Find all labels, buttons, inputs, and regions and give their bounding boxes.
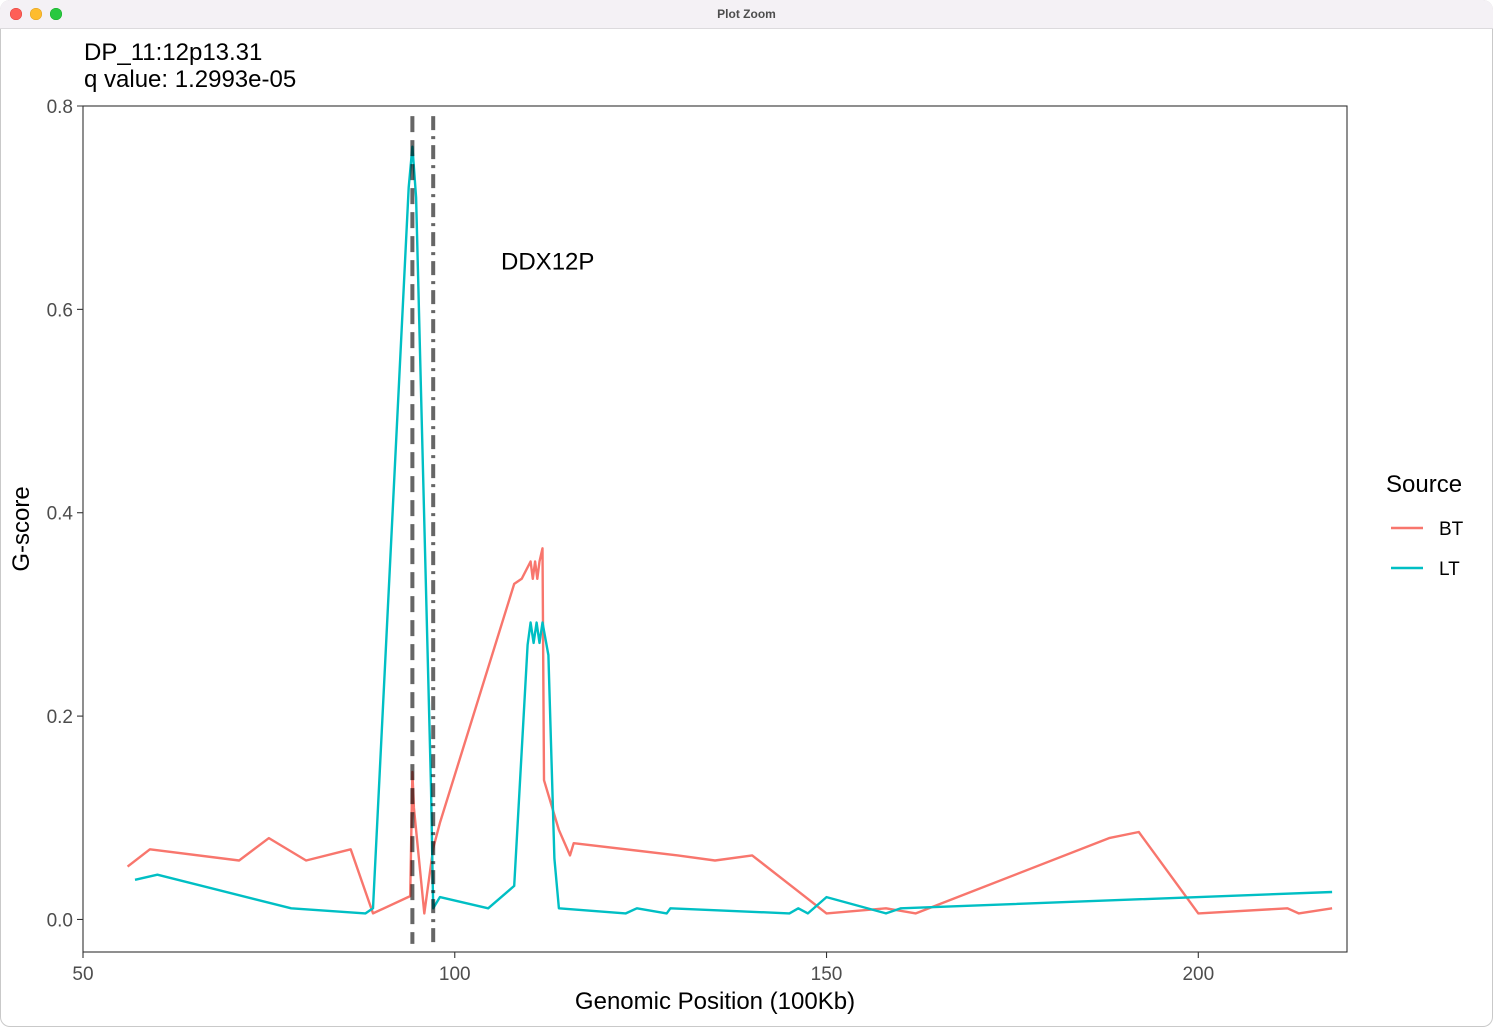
y-axis-label: G-score bbox=[8, 486, 35, 571]
legend-label-bt: BT bbox=[1439, 519, 1464, 540]
window-title: Plot Zoom bbox=[717, 7, 776, 21]
close-window-button[interactable] bbox=[10, 8, 22, 20]
vertical-lines-layer bbox=[410, 116, 436, 944]
plot-panel-border bbox=[82, 105, 1348, 953]
chart-subtitle: q value: 1.2993e-05 bbox=[84, 66, 296, 93]
y-tick-label: 0.0 bbox=[47, 910, 73, 931]
minimize-window-button[interactable] bbox=[30, 8, 42, 20]
legend-items: BT LT bbox=[1391, 519, 1464, 580]
series-layer bbox=[126, 145, 1333, 915]
y-tick-label: 0.8 bbox=[47, 97, 73, 118]
legend: Source BT LT bbox=[1386, 471, 1464, 580]
y-tick-label: 0.6 bbox=[47, 300, 73, 321]
series-line-bt bbox=[126, 547, 1333, 915]
x-axis-ticks: 50 100 150 200 bbox=[72, 952, 1214, 985]
title-bar[interactable]: Plot Zoom bbox=[0, 0, 1493, 29]
y-tick-label: 0.4 bbox=[47, 504, 74, 525]
x-tick-label: 200 bbox=[1182, 964, 1214, 985]
series-line-lt bbox=[134, 145, 1333, 915]
gene-annotation-label: DDX12P bbox=[501, 249, 594, 276]
zoom-window-button[interactable] bbox=[50, 8, 62, 20]
legend-title: Source bbox=[1386, 471, 1462, 498]
y-tick-label: 0.2 bbox=[47, 707, 73, 728]
x-tick-label: 50 bbox=[72, 964, 93, 985]
y-axis-ticks: 0.0 0.2 0.4 0.6 0.8 bbox=[47, 97, 83, 931]
chart-title: DP_11:12p13.31 bbox=[84, 39, 262, 66]
legend-label-lt: LT bbox=[1439, 559, 1460, 580]
g-score-line-chart: DP_11:12p13.31 q value: 1.2993e-05 50 100… bbox=[8, 39, 1464, 1015]
x-tick-label: 100 bbox=[439, 964, 471, 985]
x-tick-label: 150 bbox=[811, 964, 843, 985]
x-axis-label: Genomic Position (100Kb) bbox=[575, 988, 855, 1015]
